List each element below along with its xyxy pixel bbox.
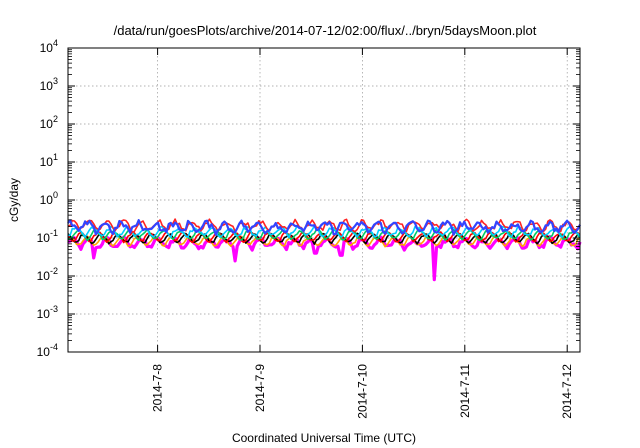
y-tick-base: 10 <box>37 231 51 245</box>
y-tick-exponent: 4 <box>53 38 58 48</box>
grid <box>68 48 580 352</box>
y-tick-label: 103 <box>40 76 58 93</box>
x-tick-label: 2014-7-9 <box>253 364 267 412</box>
y-tick-exponent: -3 <box>50 304 58 314</box>
chart-title: /data/run/goesPlots/archive/2014-07-12/0… <box>114 23 537 38</box>
y-tick-exponent: 0 <box>53 190 58 200</box>
y-tick-base: 10 <box>37 269 51 283</box>
y-tick-exponent: 1 <box>53 152 58 162</box>
series-line <box>67 225 581 239</box>
x-tick-label: 2014-7-10 <box>355 364 369 419</box>
x-tick-label: 2014-7-8 <box>151 364 165 412</box>
y-tick-base: 10 <box>40 41 54 55</box>
y-tick-base: 10 <box>37 345 51 359</box>
y-tick-exponent: 2 <box>53 114 58 124</box>
y-tick-label: 100 <box>40 190 58 207</box>
y-tick-base: 10 <box>40 155 54 169</box>
y-tick-label: 104 <box>40 38 58 55</box>
y-tick-label: 10-4 <box>37 342 58 359</box>
x-tick-label: 2014-7-11 <box>458 364 472 418</box>
series-fill-edge <box>67 236 581 280</box>
y-tick-exponent: 3 <box>53 76 58 86</box>
y-tick-base: 10 <box>40 193 54 207</box>
series-group <box>67 218 582 282</box>
series-line <box>67 219 581 236</box>
x-tick-label: 2014-7-12 <box>560 364 574 419</box>
y-tick-label: 10-1 <box>37 228 58 245</box>
y-tick-base: 10 <box>40 117 54 131</box>
x-axis-label: Coordinated Universal Time (UTC) <box>232 431 416 445</box>
y-axis-label: cGy/day <box>7 178 21 222</box>
y-tick-exponent: -1 <box>50 228 58 238</box>
y-tick-exponent: -2 <box>50 266 58 276</box>
y-tick-base: 10 <box>40 79 54 93</box>
y-tick-label: 101 <box>40 152 58 169</box>
y-tick-label: 102 <box>40 114 58 131</box>
y-tick-label: 10-3 <box>37 304 58 321</box>
y-tick-label: 10-2 <box>37 266 58 283</box>
y-tick-base: 10 <box>37 307 51 321</box>
series-line <box>67 228 581 242</box>
y-tick-exponent: -4 <box>50 342 58 352</box>
